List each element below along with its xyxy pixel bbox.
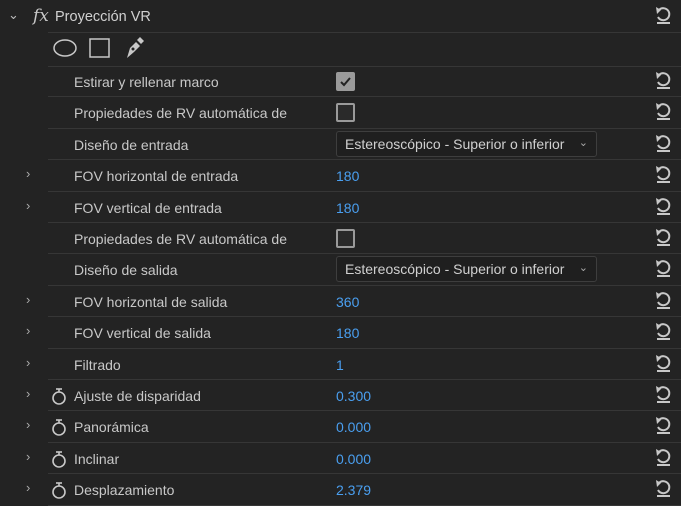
property-label: Estirar y rellenar marco [74,74,219,90]
reset-icon[interactable] [654,321,672,344]
expand-chevron-icon[interactable]: › [26,448,31,464]
reset-icon[interactable] [654,227,672,250]
expand-chevron-icon[interactable]: › [26,197,31,213]
property-row: Diseño de salida Estereoscópico - Superio… [0,254,681,286]
reset-icon[interactable] [654,478,672,501]
property-row: › Ajuste de disparidad 0.300 [0,380,681,412]
expand-chevron-icon[interactable]: › [26,386,31,401]
reset-icon[interactable] [654,164,672,187]
stopwatch-icon[interactable] [51,449,67,469]
reset-icon[interactable] [654,5,672,25]
property-label: FOV horizontal de salida [74,293,228,310]
property-checkbox[interactable] [336,72,355,91]
property-row: Propiedades de RV automática de [0,223,681,255]
expand-chevron-icon[interactable]: › [26,291,31,307]
property-label: Ajuste de disparidad [74,388,201,404]
expand-chevron-icon[interactable]: › [26,417,31,433]
stopwatch-icon[interactable] [51,480,67,500]
property-row: Propiedades de RV automática de [0,97,681,129]
reset-icon[interactable] [654,70,672,93]
rectangle-mask-icon[interactable] [89,38,111,58]
property-value[interactable]: 0.000 [336,450,372,467]
property-label: FOV vertical de entrada [74,199,222,216]
property-row: › Panorámica 0.000 [0,411,681,443]
property-row: Estirar y rellenar marco [0,66,681,98]
expand-chevron-icon[interactable]: › [26,480,31,496]
property-checkbox[interactable] [336,103,355,123]
property-label: Desplazamiento [74,482,175,499]
expand-chevron-icon[interactable]: › [26,166,31,182]
layout-dropdown[interactable]: Estereoscópico - Superior o inferior ⌄ [336,130,597,157]
reset-icon[interactable] [654,196,672,219]
ellipse-mask-icon[interactable] [53,39,77,57]
stopwatch-icon[interactable] [51,386,67,406]
property-label: Propiedades de RV automática de [74,105,287,122]
reset-icon[interactable] [654,133,672,156]
reset-icon[interactable] [654,447,672,470]
property-value[interactable]: 2.379 [336,482,372,499]
chevron-down-icon: ⌄ [578,262,588,275]
property-checkbox[interactable] [336,229,355,248]
property-value[interactable]: 180 [336,199,360,216]
effect-header: ⌄ fx Proyección VR [0,0,681,33]
fx-toggle-icon[interactable]: fx [33,6,49,26]
expand-chevron-icon[interactable]: › [26,354,31,370]
property-row: Diseño de entrada Estereoscópico - Superi… [0,129,681,161]
property-value[interactable]: 360 [336,293,360,310]
property-label: Panorámica [74,419,149,436]
property-row: › Inclinar 0.000 [0,443,681,475]
property-row: › Desplazamiento 2.379 [0,474,681,506]
expand-chevron-icon[interactable]: › [26,323,31,339]
dropdown-value: Estereoscópico - Superior o inferior [345,261,565,278]
effect-title: Proyección VR [55,9,151,25]
property-label: Diseño de salida [74,262,178,279]
property-row: › FOV vertical de salida 180 [0,317,681,349]
collapse-chevron-icon[interactable]: ⌄ [8,7,19,22]
reset-icon[interactable] [654,384,672,407]
property-label: Inclinar [74,450,120,467]
stopwatch-icon[interactable] [51,417,67,437]
property-value[interactable]: 0.300 [336,388,372,404]
property-value[interactable]: 1 [336,356,344,373]
reset-icon[interactable] [654,415,672,438]
property-value[interactable]: 0.000 [336,419,372,436]
property-value[interactable]: 180 [336,168,360,185]
property-label: Propiedades de RV automática de [74,231,287,247]
property-label: FOV vertical de salida [74,325,211,342]
property-label: Filtrado [74,356,121,373]
reset-icon[interactable] [654,290,672,313]
reset-icon[interactable] [654,101,672,124]
chevron-down-icon: ⌄ [578,136,588,149]
reset-icon[interactable] [654,258,672,281]
property-row: › FOV horizontal de entrada 180 [0,160,681,192]
property-label: Diseño de entrada [74,136,189,153]
property-label: FOV horizontal de entrada [74,168,239,185]
dropdown-value: Estereoscópico - Superior o inferior [345,135,565,152]
mask-tools [0,33,681,66]
pen-mask-icon[interactable] [123,36,145,60]
property-row: › Filtrado 1 [0,349,681,380]
reset-icon[interactable] [654,353,672,376]
layout-dropdown[interactable]: Estereoscópico - Superior o inferior ⌄ [336,256,597,283]
property-row: › FOV vertical de entrada 180 [0,192,681,223]
property-row: › FOV horizontal de salida 360 [0,286,681,318]
property-value[interactable]: 180 [336,325,360,342]
